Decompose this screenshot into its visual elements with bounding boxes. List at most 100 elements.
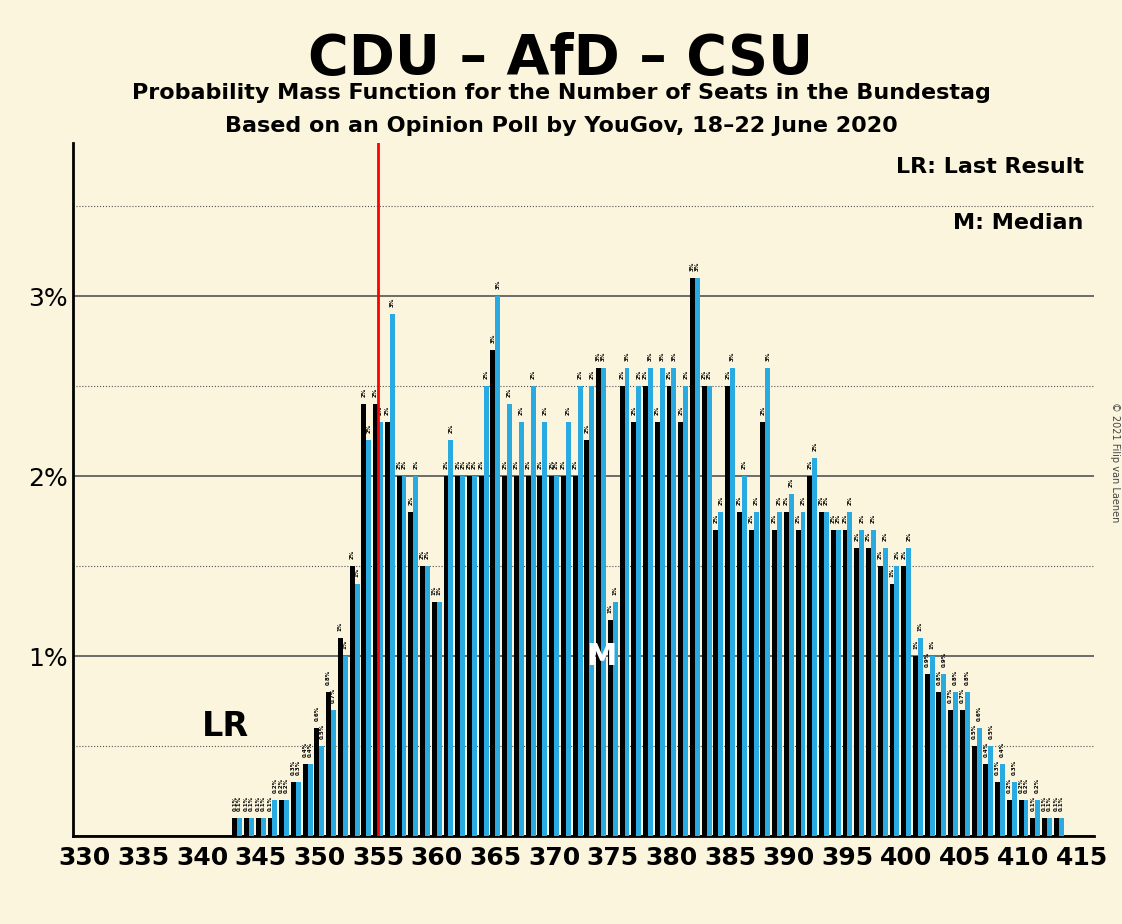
Bar bbox=[307, 764, 313, 836]
Text: 2%: 2% bbox=[425, 550, 430, 559]
Text: 0.2%: 0.2% bbox=[1019, 778, 1023, 793]
Text: 2%: 2% bbox=[589, 370, 595, 379]
Text: 1%: 1% bbox=[913, 639, 918, 649]
Text: 2%: 2% bbox=[714, 514, 718, 523]
Text: 3%: 3% bbox=[695, 261, 700, 271]
Bar bbox=[925, 675, 930, 836]
Text: 1%: 1% bbox=[355, 567, 359, 577]
Text: 2%: 2% bbox=[554, 460, 559, 469]
Bar bbox=[671, 369, 677, 836]
Bar bbox=[795, 530, 801, 836]
Bar bbox=[578, 386, 582, 836]
Bar bbox=[420, 566, 425, 836]
Bar bbox=[1042, 819, 1047, 836]
Text: 2%: 2% bbox=[778, 496, 782, 505]
Bar bbox=[632, 422, 636, 836]
Text: 3%: 3% bbox=[496, 280, 500, 289]
Text: 2%: 2% bbox=[678, 406, 683, 415]
Bar bbox=[883, 548, 888, 836]
Text: 2%: 2% bbox=[449, 424, 453, 433]
Text: 0.1%: 0.1% bbox=[237, 796, 242, 811]
Bar bbox=[772, 530, 778, 836]
Text: 2%: 2% bbox=[830, 514, 836, 523]
Bar bbox=[877, 566, 883, 836]
Bar bbox=[1036, 800, 1040, 836]
Bar bbox=[808, 476, 812, 836]
Text: 2%: 2% bbox=[479, 460, 484, 469]
Text: 2%: 2% bbox=[847, 496, 853, 505]
Bar bbox=[866, 548, 871, 836]
Bar bbox=[572, 476, 578, 836]
Text: 2%: 2% bbox=[877, 550, 883, 559]
Text: 0.2%: 0.2% bbox=[284, 778, 289, 793]
Text: 2%: 2% bbox=[643, 370, 649, 379]
Text: 2%: 2% bbox=[854, 532, 859, 541]
Bar bbox=[284, 800, 289, 836]
Text: 1%: 1% bbox=[890, 567, 894, 577]
Bar bbox=[636, 386, 641, 836]
Bar bbox=[542, 422, 548, 836]
Text: 1%: 1% bbox=[338, 622, 343, 631]
Text: 2%: 2% bbox=[378, 406, 383, 415]
Text: 3%: 3% bbox=[647, 352, 653, 361]
Text: 2%: 2% bbox=[632, 406, 636, 415]
Bar bbox=[995, 783, 1000, 836]
Text: 0.1%: 0.1% bbox=[1030, 796, 1036, 811]
Text: 0.7%: 0.7% bbox=[331, 687, 337, 703]
Bar bbox=[565, 422, 571, 836]
Text: M: Median: M: Median bbox=[954, 213, 1084, 233]
Text: 0.3%: 0.3% bbox=[296, 760, 301, 775]
Text: 2%: 2% bbox=[578, 370, 582, 379]
Bar bbox=[619, 386, 625, 836]
Bar bbox=[965, 692, 969, 836]
Bar bbox=[894, 566, 900, 836]
Text: 0.3%: 0.3% bbox=[1012, 760, 1017, 775]
Text: 2%: 2% bbox=[808, 460, 812, 469]
Text: 0.1%: 0.1% bbox=[1054, 796, 1059, 811]
Bar bbox=[1054, 819, 1059, 836]
Text: 0.4%: 0.4% bbox=[1000, 742, 1005, 757]
Text: 0.8%: 0.8% bbox=[937, 670, 941, 685]
Bar bbox=[948, 711, 953, 836]
Text: 0.1%: 0.1% bbox=[1047, 796, 1052, 811]
Bar bbox=[518, 422, 524, 836]
Bar bbox=[601, 369, 606, 836]
Text: 2%: 2% bbox=[503, 460, 507, 469]
Text: 2%: 2% bbox=[737, 496, 742, 505]
Text: 1%: 1% bbox=[613, 586, 618, 595]
Bar bbox=[327, 692, 331, 836]
Text: 0.7%: 0.7% bbox=[948, 687, 954, 703]
Text: 3%: 3% bbox=[660, 352, 664, 361]
Bar bbox=[901, 566, 907, 836]
Text: 0.5%: 0.5% bbox=[988, 723, 993, 739]
Text: 0.1%: 0.1% bbox=[232, 796, 237, 811]
Text: 1%: 1% bbox=[608, 603, 613, 613]
Bar bbox=[432, 602, 436, 836]
Bar bbox=[613, 602, 618, 836]
Text: 2%: 2% bbox=[901, 550, 907, 559]
Bar bbox=[514, 476, 518, 836]
Text: 2%: 2% bbox=[907, 532, 911, 541]
Text: LR: Last Result: LR: Last Result bbox=[895, 157, 1084, 177]
Text: M: M bbox=[586, 641, 616, 671]
Text: 0.2%: 0.2% bbox=[279, 778, 284, 793]
Bar bbox=[389, 314, 395, 836]
Text: 2%: 2% bbox=[784, 496, 789, 505]
Text: 2%: 2% bbox=[761, 406, 765, 415]
Text: 0.1%: 0.1% bbox=[243, 796, 249, 811]
Bar bbox=[913, 656, 918, 836]
Text: Probability Mass Function for the Number of Seats in the Bundestag: Probability Mass Function for the Number… bbox=[131, 83, 991, 103]
Bar bbox=[1012, 783, 1017, 836]
Text: 2%: 2% bbox=[883, 532, 888, 541]
Bar bbox=[1059, 819, 1064, 836]
Bar bbox=[350, 566, 355, 836]
Bar bbox=[314, 728, 320, 836]
Text: 0.8%: 0.8% bbox=[965, 670, 969, 685]
Bar bbox=[784, 512, 789, 836]
Text: 3%: 3% bbox=[596, 352, 601, 361]
Bar bbox=[436, 602, 442, 836]
Bar bbox=[472, 476, 477, 836]
Bar bbox=[714, 530, 718, 836]
Text: © 2021 Filip van Laenen: © 2021 Filip van Laenen bbox=[1110, 402, 1120, 522]
Bar bbox=[812, 458, 817, 836]
